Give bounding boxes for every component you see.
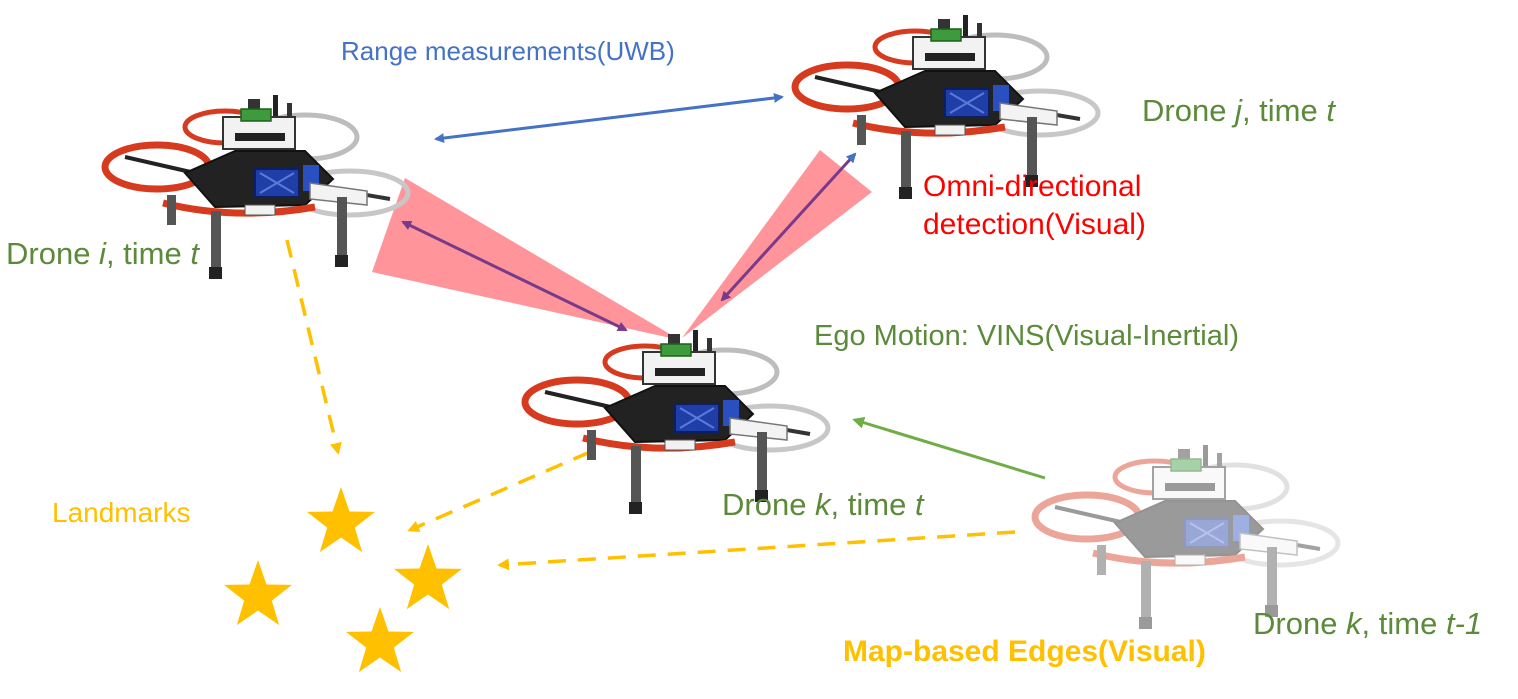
omni-line1: Omni-directional: [923, 170, 1142, 203]
drone-j-mid: , time: [1241, 93, 1327, 128]
detection-arrow-right: [720, 152, 857, 302]
star-icon: [394, 544, 462, 610]
drone-i-prefix: Drone: [6, 236, 100, 271]
drone-j-label: Drone j, time t: [1142, 93, 1335, 129]
omni-line2: detection(Visual): [923, 207, 1146, 241]
landmarks-label: Landmarks: [52, 497, 191, 528]
detection-cone-right: [682, 150, 872, 338]
drone-i-mid: , time: [105, 236, 191, 271]
drone-i-label: Drone i, time t: [6, 236, 199, 272]
range-measurements-label: Range measurements(UWB): [341, 36, 675, 66]
drone-j-prefix: Drone: [1142, 93, 1236, 128]
landmark-edge-drone-k: [407, 450, 591, 532]
drone-i-time: t: [190, 236, 199, 271]
drone-k-var: k: [815, 487, 831, 522]
ego-motion-arrow: [852, 416, 1046, 480]
star-icon: [346, 607, 414, 673]
drone-k-mid: , time: [830, 487, 915, 522]
ego-motion-label: Ego Motion: VINS(Visual-Inertial): [814, 320, 1239, 352]
drone-k-time: t: [914, 487, 924, 522]
drone-j-var: j: [1235, 93, 1242, 128]
landmark-edge-drone-i: [285, 239, 342, 455]
landmark-edge-drone-k-prev: [497, 530, 1016, 571]
star-icon: [224, 560, 292, 626]
detection-arrow-left: [401, 220, 628, 332]
drone-k-label: Drone k, time t: [722, 487, 924, 523]
drone-k-prev-prefix: Drone: [1253, 606, 1347, 641]
detection-cone-left: [372, 178, 680, 340]
drone-k-prev-var: k: [1346, 606, 1362, 641]
drone-j-time: t: [1326, 93, 1335, 128]
drone-i-var: i: [99, 236, 106, 271]
drone-k-prev-time: t-1: [1445, 606, 1483, 641]
drone-k-prev-label: Drone k, time t-1: [1253, 606, 1482, 642]
star-icon: [307, 487, 375, 553]
map-edges-label: Map-based Edges(Visual): [843, 635, 1206, 668]
drone-k-prev-mid: , time: [1361, 606, 1446, 641]
uwb-range-arrow: [434, 93, 784, 143]
drone-k-prefix: Drone: [722, 487, 816, 522]
omni-detection-label: Omni-directional detection(Visual): [923, 168, 1146, 243]
drone-k-prev-icon: [1035, 445, 1338, 629]
